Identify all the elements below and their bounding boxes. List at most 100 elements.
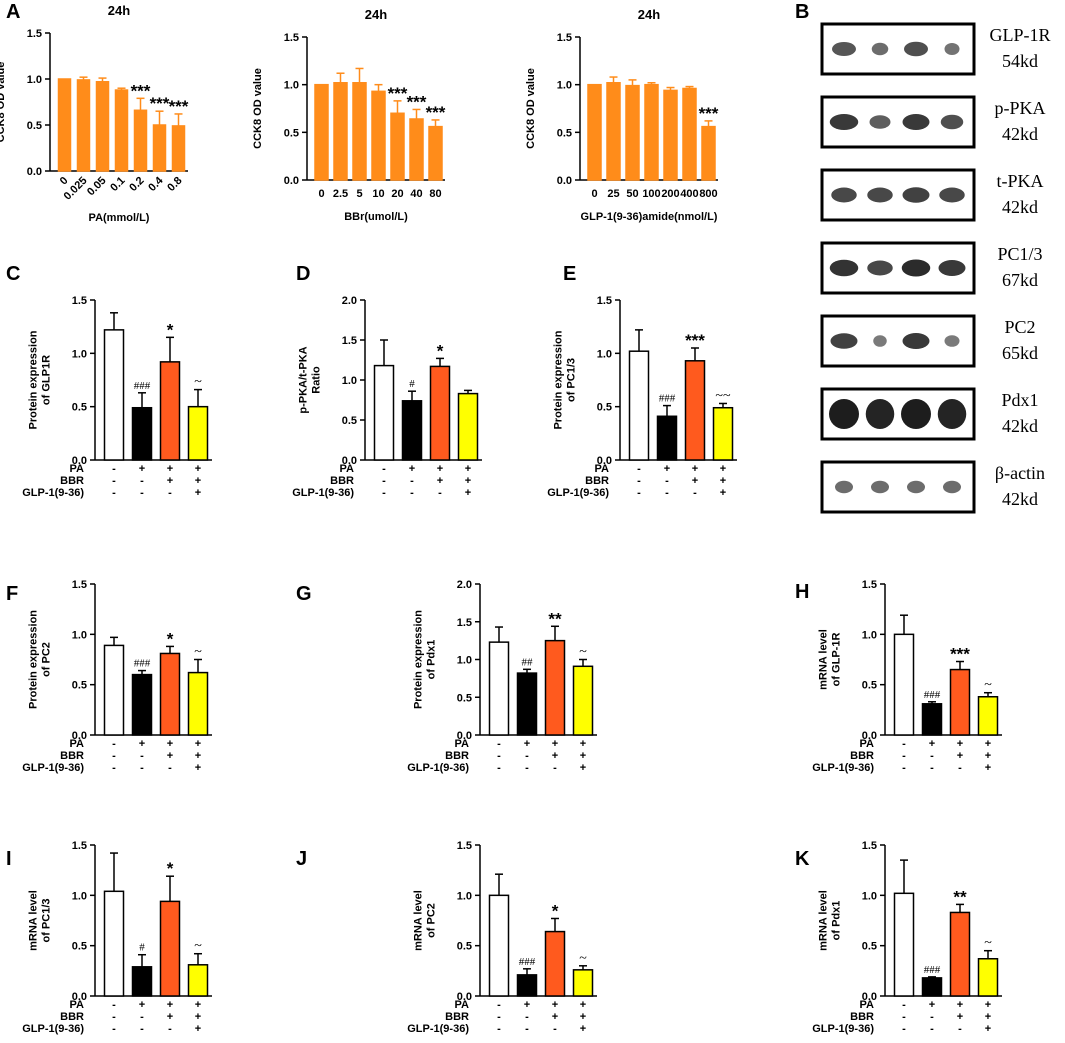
treatment-sign-J-2-0: - [497,1023,501,1035]
treatment-sign-J-1-1: - [525,1011,529,1023]
treatment-sign-H-2-0: - [902,762,906,774]
y-axis-label-C-1: of GLP1R [41,355,53,405]
y-tick-label-A3-1: 0.5 [557,127,572,139]
significance-K-3: ~ [984,936,992,951]
bar-G-3 [572,665,594,736]
panel-letter-G: G [296,583,312,605]
blot-band-2-1 [867,187,893,203]
treatment-sign-J-1-3: + [580,1011,586,1023]
x-axis-label-A1: PA(mmol/L) [89,212,150,224]
y-axis-label-G-0: Protein expression [413,610,425,709]
y-tick-label-F-1: 0.5 [72,680,87,692]
panel-letter-I: I [6,848,12,870]
blot-size-label-2: 42kd [1002,197,1038,217]
bar-E-1 [656,415,678,461]
significance-G-3: ~ [579,645,587,660]
x-tick-label-A3-3: 100 [642,188,660,200]
blot-band-1-1 [869,115,891,129]
bar-K-0 [893,892,915,997]
bar-A3-1 [606,82,621,181]
blot-band-3-1 [867,260,893,276]
treatment-sign-D-0-0: - [382,463,386,475]
y-tick-label-D-1: 0.5 [342,415,357,427]
treatment-sign-G-0-0: - [497,738,501,750]
panel-letter-C: C [6,263,20,285]
significance-A2-5: *** [407,92,427,111]
bar-G-1 [516,672,538,736]
treatment-sign-H-1-1: - [930,750,934,762]
significance-F-2: * [167,629,174,648]
treatment-sign-D-2-3: + [465,487,471,499]
bar-J-1 [516,974,538,997]
y-tick-label-A3-3: 1.5 [557,32,572,44]
significance-A2-4: *** [388,84,408,103]
significance-C-1: ### [134,380,151,392]
treatment-sign-G-1-0: - [497,750,501,762]
treatment-sign-C-1-1: - [140,475,144,487]
treatment-sign-F-0-3: + [195,738,201,750]
bar-A3-3 [644,83,659,181]
treatment-sign-J-0-1: + [524,999,530,1011]
y-axis-label-K-0: mRNA level [818,890,830,951]
blot-band-1-3 [940,114,964,130]
panel-letter-K: K [795,848,810,870]
y-axis-label-G-1: of Pdx1 [426,640,438,680]
y-tick-label-I-2: 1.0 [72,890,87,902]
y-tick-label-J-0: 0.0 [457,991,472,1003]
treatment-label-C-2: GLP-1(9-36) [22,487,84,499]
treatment-sign-K-2-2: - [958,1023,962,1035]
treatment-label-H-1: BBR [850,750,874,762]
treatment-sign-F-1-3: + [195,750,201,762]
significance-A1-5: *** [150,94,170,113]
treatment-sign-F-2-1: - [140,762,144,774]
bar-G-0 [488,641,510,736]
treatment-sign-J-0-3: + [580,999,586,1011]
treatment-sign-F-2-0: - [112,762,116,774]
x-tick-label-A3-1: 25 [607,188,619,200]
blot-band-0-2 [904,41,928,57]
blot-size-label-6: 42kd [1002,489,1038,509]
x-tick-label-A1-4: 0.2 [127,175,146,194]
treatment-sign-C-1-0: - [112,475,116,487]
treatment-label-F-0: PA [70,738,85,750]
y-axis-label-E-1: of PC1/3 [566,358,578,402]
treatment-sign-J-1-0: - [497,1011,501,1023]
treatment-label-I-0: PA [70,999,85,1011]
y-axis-label-J-1: of PC2 [426,903,438,938]
x-tick-label-A1-0: 0 [58,175,71,188]
blot-band-4-2 [902,333,930,349]
blot-band-4-3 [944,335,960,347]
treatment-label-G-0: PA [455,738,470,750]
treatment-sign-J-2-1: - [525,1023,529,1035]
y-axis-label-A2: CCK8 OD value [252,68,264,149]
treatment-sign-I-2-2: - [168,1023,172,1035]
treatment-sign-J-2-3: + [580,1023,586,1035]
y-tick-label-H-3: 1.5 [862,579,877,591]
bar-A2-1 [333,82,348,181]
y-tick-label-I-1: 0.5 [72,941,87,953]
blot-size-label-0: 54kd [1002,51,1038,71]
blot-band-1-2 [902,114,930,130]
y-axis-label-I-1: of PC1/3 [41,898,53,942]
bar-A2-3 [371,90,386,181]
blot-size-label-4: 65kd [1002,343,1038,363]
treatment-sign-K-1-0: - [902,1011,906,1023]
treatment-sign-E-1-0: - [637,475,641,487]
y-tick-label-G-3: 1.5 [457,617,472,629]
y-axis-label-C-0: Protein expression [28,330,40,429]
y-tick-label-I-0: 0.0 [72,991,87,1003]
bar-A2-4 [390,112,405,181]
y-tick-label-F-3: 1.5 [72,579,87,591]
treatment-label-I-2: GLP-1(9-36) [22,1023,84,1035]
bar-A1-2 [95,81,110,172]
bar-A2-0 [314,83,329,181]
treatment-sign-G-2-1: - [525,762,529,774]
bar-K-3 [977,958,999,997]
y-tick-label-G-0: 0.0 [457,730,472,742]
blot-size-label-3: 67kd [1002,270,1038,290]
treatment-label-E-0: PA [595,463,610,475]
blot-protein-label-4: PC2 [1004,317,1035,337]
treatment-sign-G-2-2: - [553,762,557,774]
bar-A2-2 [352,82,367,181]
y-tick-label-G-4: 2.0 [457,579,472,591]
